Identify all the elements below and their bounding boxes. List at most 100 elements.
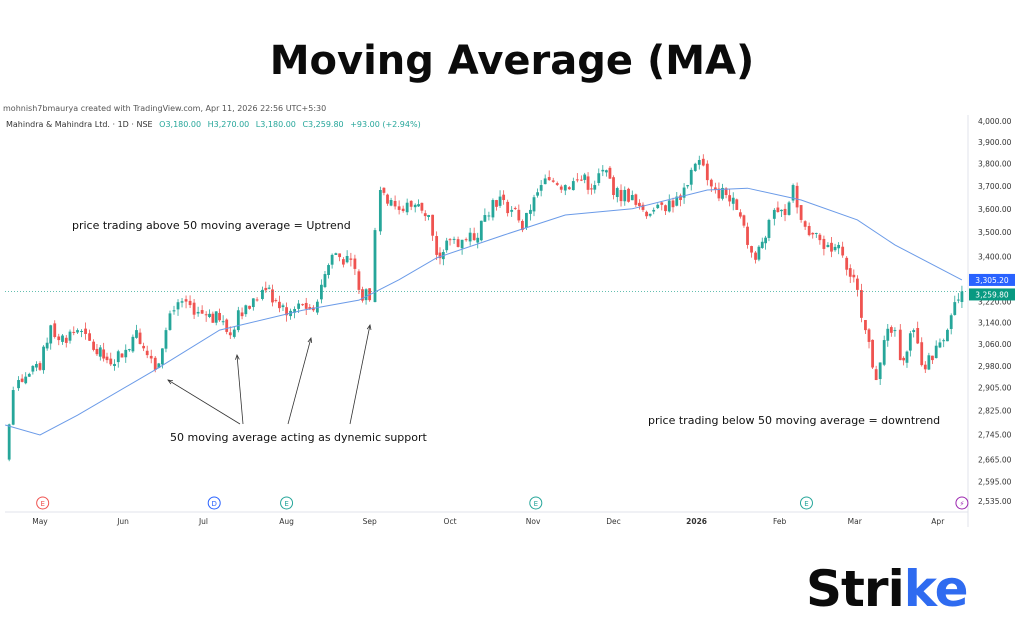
candle-body [826,244,830,248]
candle-body [479,220,483,241]
y-tick-label: 2,980.00 [978,362,1012,371]
candle-body [656,204,660,209]
candle-body [555,183,559,185]
candle-body [938,342,942,348]
candle-body [567,187,571,190]
candle-body [742,215,746,226]
candle-body [281,305,285,308]
candle-body [435,236,439,255]
candle-body [856,278,859,290]
candle-body [682,187,686,198]
event-marker-glyph: E [534,500,538,508]
ma50-line [5,187,963,436]
candle-body [468,232,472,242]
y-tick-label: 3,400.00 [978,252,1012,261]
candle-body [571,181,575,191]
candle-body [236,310,240,331]
candle-body [357,271,361,290]
candle-body [750,246,753,253]
candle-body [255,299,259,301]
candle-body [664,205,667,212]
candle-body [274,300,278,302]
x-tick-label: Jun [116,517,129,526]
candle-body [142,345,146,349]
candle-body [893,330,897,332]
candle-body [131,336,135,352]
arrow-head [167,379,174,385]
candle-body [905,351,909,363]
event-marker-glyph: D [212,500,217,508]
support-annotation: 50 moving average acting as dynemic supp… [170,431,428,444]
candle-body [334,253,338,255]
candle-body [697,160,701,165]
candle-body [583,174,587,180]
y-tick-label: 2,825.00 [978,407,1012,416]
candle-body [612,177,615,195]
candle-body [532,197,536,212]
candle-body [135,330,138,338]
x-tick-label: Jul [198,517,208,526]
candle-body [597,173,601,184]
candle-body [301,304,305,306]
candle-body [353,258,357,269]
candle-body [845,257,849,270]
candle-body [942,340,946,342]
y-tick-label: 3,900.00 [978,138,1012,147]
high-value: H3,270.00 [207,120,250,129]
candle-body [837,244,841,249]
candle-body [638,202,641,207]
candle-body [795,185,799,208]
candle-body [848,268,852,277]
low-value: L3,180.00 [255,120,296,129]
last-price-label: 3,259.80 [975,290,1009,299]
chart-credit: mohnish7bmaurya created with TradingView… [3,104,327,113]
candle-body [53,323,57,338]
x-tick-label: Aug [279,517,294,526]
candle-body [84,328,87,334]
candle-body [590,188,593,190]
y-tick-label: 3,700.00 [978,182,1012,191]
candle-body [417,204,420,207]
candle-body [364,289,368,301]
x-tick-label: Apr [931,517,945,526]
candle-body [889,327,893,333]
candle-body [705,163,709,181]
candle-body [308,307,312,310]
candle-body [427,215,430,217]
candle-body [38,363,42,370]
support-arrow [167,379,241,425]
candle-body [586,176,590,190]
event-marker-glyph: E [284,500,288,508]
candle-body [608,167,612,179]
candle-body [164,330,168,349]
candle-body [721,187,724,199]
last-price-label-bg [969,288,1015,301]
candle-body [49,325,53,344]
candle-body [445,240,449,251]
candle-body [124,349,128,358]
candle-body [495,200,498,207]
candle-body [525,212,528,228]
candle-body [757,246,761,260]
candle-body [510,209,514,212]
support-arrow [287,337,312,425]
arrow-head [235,353,240,360]
candle-body [728,195,732,202]
candle-body [61,335,64,342]
ma-price-label-bg [969,273,1015,286]
candle-body [225,319,229,332]
candle-body [783,208,787,216]
candle-body [807,226,811,236]
y-tick-label: 2,665.00 [978,455,1012,464]
candle-body [754,252,757,260]
candle-body [327,265,330,275]
candle-body [64,337,68,343]
candle-body [946,329,949,342]
candle-body [92,341,95,350]
candle-body [717,188,721,199]
candle-body [76,330,79,333]
candle-body [886,328,890,341]
candle-body [361,289,364,301]
ma-price-label: 3,305.20 [975,276,1009,285]
candle-body [31,365,35,372]
